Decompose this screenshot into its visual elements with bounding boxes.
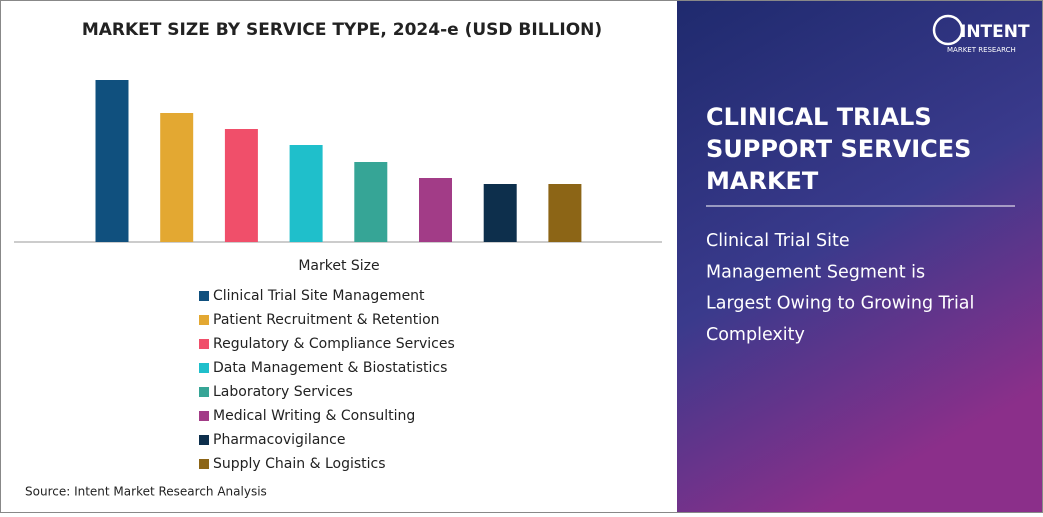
legend-label: Laboratory Services	[213, 384, 353, 400]
chart-title: MARKET SIZE BY SERVICE TYPE, 2024-e (USD…	[82, 20, 602, 40]
legend-label: Pharmacovigilance	[213, 432, 346, 448]
legend-swatch	[199, 459, 209, 469]
panel-heading: CLINICAL TRIALS	[706, 103, 932, 131]
legend-label: Clinical Trial Site Management	[213, 288, 425, 304]
legend-swatch	[199, 291, 209, 301]
bar	[548, 184, 582, 242]
panel-summary: Largest Owing to Growing Trial	[706, 294, 974, 314]
logo-sub: MARKET RESEARCH	[947, 46, 1016, 54]
legend-swatch	[199, 435, 209, 445]
panel-summary: Management Segment is	[706, 262, 925, 282]
panel-heading: MARKET	[706, 167, 819, 195]
panel-summary: Clinical Trial Site	[706, 231, 850, 251]
panel-summary: Complexity	[706, 325, 805, 345]
legend-swatch	[199, 339, 209, 349]
bar	[289, 145, 323, 242]
legend-swatch	[199, 411, 209, 421]
panel-heading: SUPPORT SERVICES	[706, 135, 971, 163]
legend-swatch	[199, 363, 209, 373]
legend-label: Supply Chain & Logistics	[213, 456, 386, 472]
legend-label: Patient Recruitment & Retention	[213, 312, 440, 328]
legend-swatch	[199, 387, 209, 397]
source: Source: Intent Market Research Analysis	[25, 485, 267, 499]
logo-icon	[932, 14, 964, 46]
bar	[224, 129, 258, 242]
legend-label: Medical Writing & Consulting	[213, 408, 415, 424]
bar	[419, 178, 452, 242]
bar	[354, 162, 388, 242]
bar	[483, 184, 517, 242]
bar	[95, 80, 129, 242]
legend-label: Regulatory & Compliance Services	[213, 336, 455, 352]
bar	[160, 113, 194, 242]
x-axis-label: Market Size	[298, 258, 379, 274]
logo: INTENT	[960, 22, 1030, 42]
legend-swatch	[199, 315, 209, 325]
legend-label: Data Management & Biostatistics	[213, 360, 447, 376]
side-panel	[677, 1, 1042, 512]
